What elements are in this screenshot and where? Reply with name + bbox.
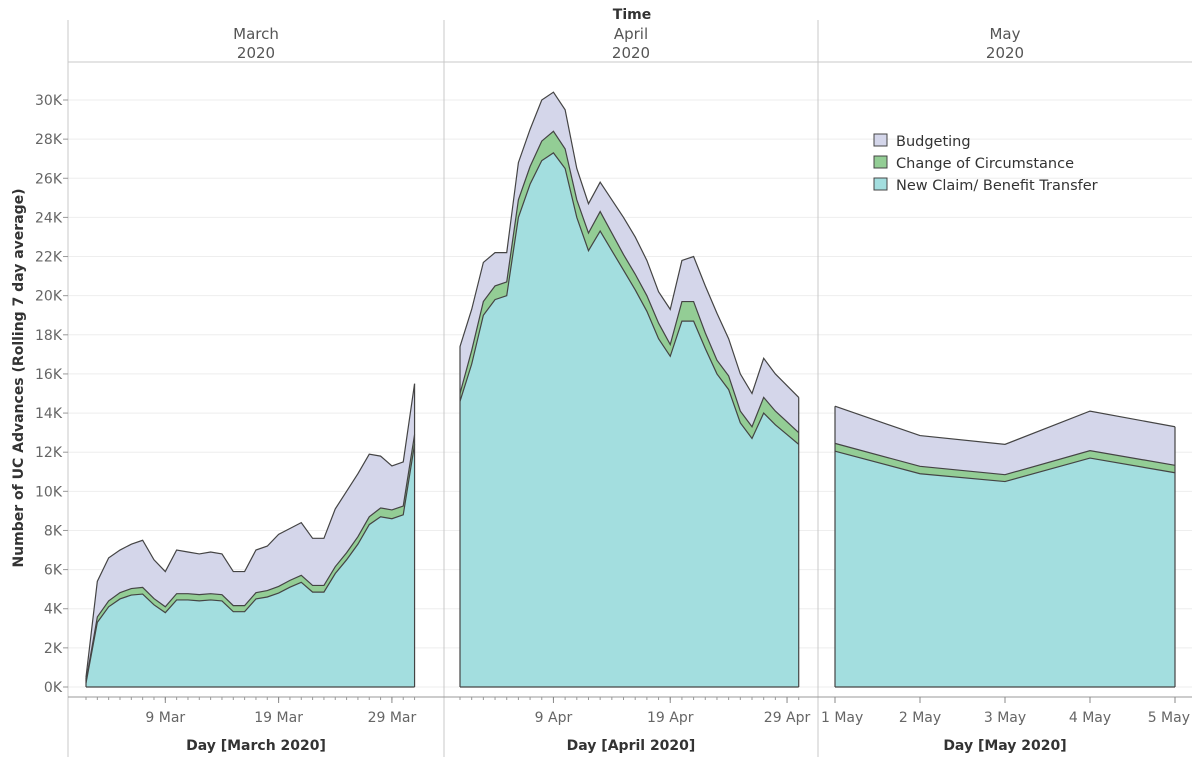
legend-swatch-new-claim (873, 177, 888, 191)
panel-month-label: April (614, 25, 648, 43)
x-tick-label: 19 Apr (647, 710, 694, 726)
legend-swatch-change-of-circumstance (873, 155, 888, 169)
legend-label-change-of-circumstance: Change of Circumstance (896, 156, 1074, 172)
x-tick-label: 19 Mar (254, 710, 303, 726)
y-tick-label: 4K (44, 602, 63, 618)
panel-year-label: 2020 (237, 44, 275, 62)
x-tick-label: 4 May (1069, 710, 1111, 726)
x-tick-label: 1 May (821, 710, 863, 726)
line-change-of-circumstance-april (459, 130, 800, 434)
y-tick-label: 16K (35, 367, 63, 383)
x-tick-label: 2 May (899, 710, 941, 726)
line-budgeting-march (85, 383, 416, 678)
y-tick-label: 20K (35, 289, 63, 305)
line-new-claim-benefit-transfer-may (834, 450, 1176, 483)
legend-label-new-claim: New Claim/ Benefit Transfer (896, 178, 1098, 194)
x-tick-label: 3 May (984, 710, 1026, 726)
line-budgeting-may (834, 405, 1176, 445)
y-tick-label: 2K (44, 641, 63, 657)
x-axes: 9 Mar 19 Mar 29 Mar Day [March 2020] 9 Apr 19… (68, 696, 1192, 754)
line-budgeting-april (459, 91, 800, 398)
line-change-of-circumstance-may (834, 442, 1176, 476)
x-axis-title: Day [May 2020] (943, 738, 1066, 754)
panel-year-label: 2020 (986, 44, 1024, 62)
area-budgeting-april (460, 92, 799, 433)
x-tick-label: 9 Apr (535, 710, 573, 726)
y-tick-label: 26K (35, 171, 63, 187)
area-new-claim-benefit-transfer-may (835, 451, 1175, 687)
x-tick-label: 29 Mar (368, 710, 417, 726)
y-tick-label: 28K (35, 132, 63, 148)
y-tick-label: 30K (35, 93, 63, 109)
panel-month-label: May (989, 25, 1020, 43)
area-new-claim-benefit-transfer-april (460, 152, 799, 687)
line-new-claim-benefit-transfer-march (85, 444, 416, 684)
x-tick-label: 5 May (1148, 710, 1190, 726)
y-tick-label: 14K (35, 406, 63, 422)
x-tick-label: 29 Apr (764, 710, 811, 726)
y-tick-label: 24K (35, 210, 63, 226)
panel-dividers (67, 20, 1192, 757)
legend-label-budgeting: Budgeting (896, 134, 971, 150)
y-tick-label: 12K (35, 445, 63, 461)
y-tick-label: 18K (35, 328, 63, 344)
y-tick-label: 6K (44, 563, 63, 579)
x-axis-title: Day [March 2020] (186, 738, 326, 754)
area-change-of-circumstance-may (835, 443, 1175, 482)
areas (85, 91, 1176, 688)
column-header-title: Time (613, 7, 651, 23)
line-new-claim-benefit-transfer-april (459, 152, 800, 445)
y-tick-label: 22K (35, 250, 63, 266)
area-budgeting-may (835, 406, 1175, 475)
area-change-of-circumstance-april (460, 131, 799, 445)
area-budgeting-march (86, 383, 415, 682)
line-change-of-circumstance-march (85, 434, 416, 682)
y-axis-title: Number of UC Advances (Rolling 7 day ave… (11, 188, 27, 567)
legend-swatch-budgeting (873, 133, 888, 147)
y-tick-label: 8K (44, 523, 63, 539)
y-axis: 0K 2K 4K 6K 8K 10K 12K 14K 16K 18K 20K 22K 24K 26K 28K… (35, 93, 68, 696)
y-tick-label: 0K (44, 680, 63, 696)
legend: Budgeting Change of Circumstance New Cla… (873, 133, 1098, 194)
panel-month-label: March (233, 25, 279, 43)
area-new-claim-benefit-transfer-march (86, 444, 415, 687)
x-tick-label: 9 Mar (145, 710, 185, 726)
y-tick-label: 10K (35, 484, 63, 500)
x-axis-title: Day [April 2020] (567, 738, 696, 754)
panel-year-label: 2020 (612, 44, 650, 62)
